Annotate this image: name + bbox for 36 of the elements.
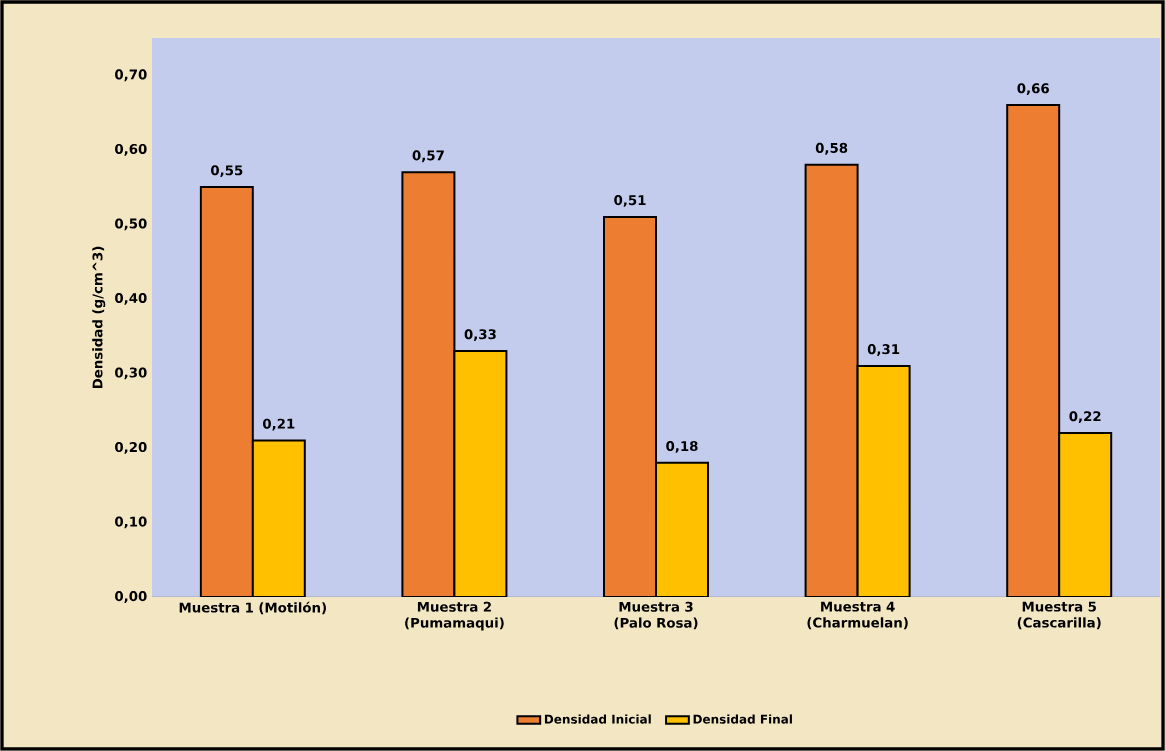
data-label: 0,21 [263,418,295,431]
y-tick-label: 0,00 [115,591,147,603]
y-tick-label: 0,50 [115,218,147,231]
legend-label: Densidad Inicial [544,714,651,724]
bar [1058,432,1113,597]
bar [1006,104,1061,597]
x-tick-label: Muestra 2 (Pumamaqui) [405,601,504,631]
data-label: 0,18 [666,440,698,453]
bar [199,186,254,597]
bar [603,215,657,597]
x-tick-label: Muestra 1 (Motilón) [179,601,326,615]
y-tick-label: 0,20 [115,442,147,454]
bar [401,171,456,597]
bar [804,163,859,597]
y-tick-label: 0,40 [115,292,147,305]
legend-label: Densidad Final [693,714,792,724]
y-tick-label: 0,70 [115,69,147,82]
y-tick-label: 0,60 [115,143,147,156]
bar [453,350,508,597]
y-tick-label: 0,30 [115,367,147,380]
bar [655,461,709,597]
data-label: 0,57 [412,150,444,163]
bar [856,364,911,597]
x-tick-label: Muestra 4 (Charmuelan) [807,601,908,630]
data-label: 0,51 [614,195,646,207]
bar [251,439,306,597]
data-label: 0,55 [211,165,243,178]
data-label: 0,66 [1017,83,1049,96]
x-tick-label: Muestra 3 (Palo Rosa) [614,601,698,630]
x-tick-label: Muestra 5 (Cascarilla) [1017,601,1101,630]
data-label: 0,58 [815,142,848,155]
y-axis-title: Densidad (g/cm^3) [92,246,106,389]
data-label: 0,31 [867,344,900,356]
y-tick-label: 0,10 [115,516,147,529]
data-label: 0,22 [1069,411,1101,423]
data-label: 0,33 [464,329,496,342]
